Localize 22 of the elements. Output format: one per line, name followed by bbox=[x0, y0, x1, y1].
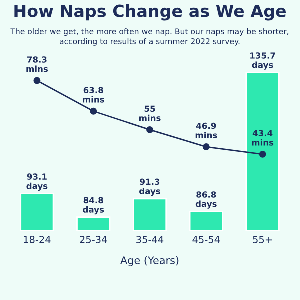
data-label: 63.8 mins bbox=[83, 87, 104, 103]
data-label: 43.4 mins bbox=[252, 130, 274, 146]
point bbox=[202, 144, 210, 151]
x-tick-label: 35-44 bbox=[136, 236, 164, 244]
x-tick-label: 45-54 bbox=[192, 236, 220, 244]
x-axis-title: Age (Years) bbox=[120, 256, 179, 266]
data-label: 84.8 days bbox=[83, 197, 104, 215]
point bbox=[90, 108, 98, 115]
point bbox=[34, 77, 41, 84]
x-tick-label: 18-24 bbox=[24, 236, 51, 244]
data-label: 91.3 days bbox=[140, 178, 160, 196]
data-label: 86.8 days bbox=[196, 192, 217, 209]
data-label: 135.7 days bbox=[250, 52, 276, 70]
point bbox=[259, 150, 266, 158]
data-label: 55 mins bbox=[139, 106, 161, 122]
data-label: 93.1 days bbox=[26, 174, 48, 191]
x-tick-label: 25-34 bbox=[80, 236, 108, 244]
point bbox=[146, 126, 154, 134]
data-label: 46.9 mins bbox=[196, 122, 218, 138]
data-label: 78.3 mins bbox=[26, 56, 48, 72]
x-tick-label: 55+ bbox=[253, 236, 272, 244]
chart-title: How Naps Change as We Age bbox=[14, 4, 286, 21]
